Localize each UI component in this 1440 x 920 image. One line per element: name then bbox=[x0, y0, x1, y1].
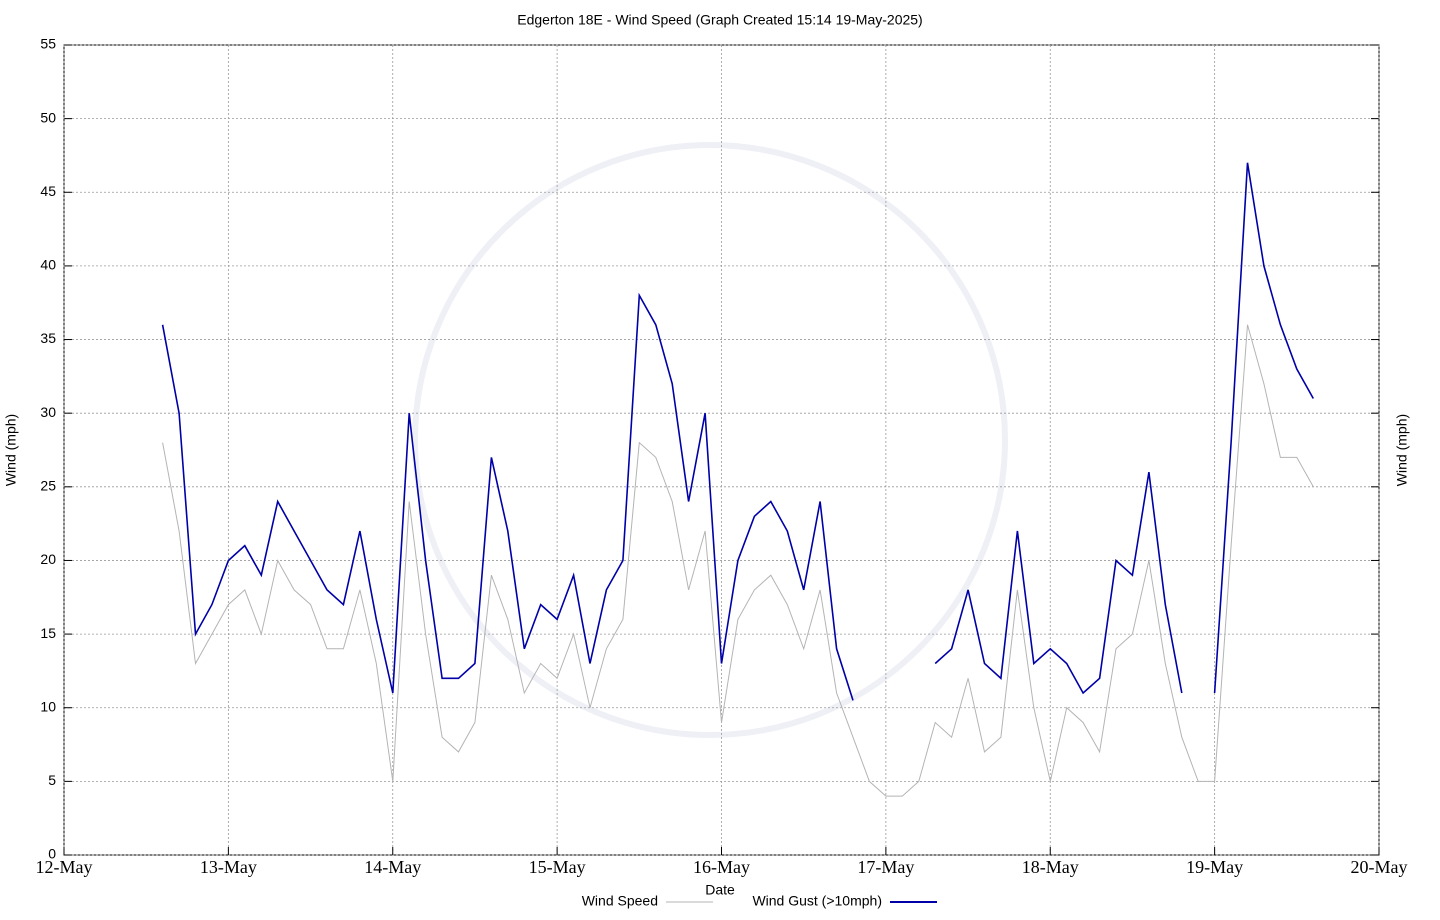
y-tick-label: 0 bbox=[48, 846, 56, 862]
y-tick-label: 15 bbox=[40, 625, 56, 641]
y-tick-label: 50 bbox=[40, 109, 56, 125]
y2-axis-label: Wind (mph) bbox=[1394, 414, 1410, 486]
x-tick-label: 12-May bbox=[36, 857, 93, 877]
data-line bbox=[162, 324, 1314, 797]
x-tick-label: 15-May bbox=[529, 857, 586, 877]
chart-title: Edgerton 18E - Wind Speed (Graph Created… bbox=[517, 12, 922, 28]
data-line bbox=[161, 162, 1314, 701]
y-tick-label: 55 bbox=[40, 36, 56, 52]
y-tick-label: 20 bbox=[40, 551, 56, 567]
y-tick-label: 10 bbox=[40, 698, 56, 714]
x-tick-label: 13-May bbox=[200, 857, 257, 877]
x-tick-label: 16-May bbox=[693, 857, 750, 877]
legend-label: Wind Speed bbox=[582, 893, 658, 909]
y-tick-label: 25 bbox=[40, 478, 56, 494]
legend-label: Wind Gust (>10mph) bbox=[752, 893, 882, 909]
x-tick-label: 19-May bbox=[1186, 857, 1243, 877]
x-tick-label: 17-May bbox=[857, 857, 914, 877]
x-tick-label: 14-May bbox=[364, 857, 421, 877]
y-tick-label: 30 bbox=[40, 404, 56, 420]
x-tick-label: 18-May bbox=[1022, 857, 1079, 877]
y-tick-label: 35 bbox=[40, 330, 56, 346]
y-tick-label: 45 bbox=[40, 183, 56, 199]
y-axis-label: Wind (mph) bbox=[3, 414, 19, 486]
x-tick-label: 20-May bbox=[1351, 857, 1408, 877]
x-axis-label: Date bbox=[705, 882, 735, 898]
y-tick-label: 5 bbox=[48, 772, 56, 788]
y-tick-label: 40 bbox=[40, 257, 56, 273]
watermark bbox=[412, 142, 1008, 738]
